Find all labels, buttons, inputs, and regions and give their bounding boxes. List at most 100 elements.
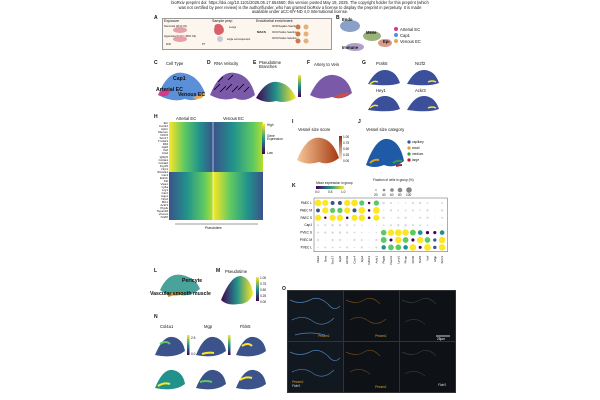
panel-b-label: B	[336, 15, 340, 21]
panel-b-mese: Mese	[366, 30, 377, 35]
dotplot-dot	[361, 224, 363, 226]
heatmap-gene-label: Ctsd	[161, 151, 168, 156]
panel-b-immune: Immune	[342, 45, 359, 50]
highlight	[427, 80, 437, 83]
dotplot-dot	[404, 209, 407, 212]
dotplot-dot	[411, 209, 414, 212]
dotplot-dot	[397, 209, 400, 212]
dotplot-dot	[404, 224, 407, 227]
vessel-network	[401, 349, 437, 377]
dotplot-dot	[339, 246, 341, 249]
dotplot-dot	[404, 216, 407, 219]
heatmap-gene-label: Ackr3	[160, 203, 168, 208]
dotplot-dot	[324, 224, 327, 227]
heatmap-gene-label: Tspan18	[156, 209, 168, 214]
panel-i-label: I	[292, 119, 294, 125]
panel-o-label: O	[282, 286, 286, 292]
highlight	[241, 343, 253, 347]
dotplot-dot	[353, 231, 356, 234]
velocity-cluster	[210, 72, 255, 100]
panel-i-tick-0: 1.00	[343, 135, 350, 139]
dotplot-dot	[411, 238, 415, 242]
dotplot-dot	[336, 214, 344, 221]
panel-h-label: H	[154, 114, 158, 120]
lung-icon	[214, 23, 224, 35]
heatmap-gene-label: Sox17	[159, 136, 168, 141]
heatmap-gene-label: Vwf	[162, 148, 168, 153]
panel-o-stain-4: Pecam1	[292, 380, 304, 384]
panel-d-title: RNA Velocity	[214, 61, 239, 66]
panel-o-stain-1: Pecam1	[318, 334, 330, 338]
dotplot-dot	[419, 224, 422, 227]
dotplot-dot	[433, 238, 437, 242]
dotplot-dot	[358, 214, 365, 221]
colorbar	[228, 335, 231, 355]
dotplot-dot	[395, 244, 402, 251]
dotplot-row-label: PAEC S	[301, 216, 312, 220]
dotplot-dot	[337, 207, 343, 214]
dotplot-dot	[367, 201, 371, 205]
dotplot-dot	[434, 209, 436, 211]
panel-o-stain-6: Pecam1	[375, 385, 387, 389]
dotplot-dot	[375, 224, 378, 226]
dotplot-dot	[426, 224, 429, 226]
venous-cluster	[192, 93, 205, 99]
dotplot-dot	[346, 246, 349, 249]
panel-o-scale: 25μm	[437, 337, 446, 341]
dotplot-col-label: Plvap	[404, 255, 408, 263]
cell-dot-icon	[303, 31, 309, 37]
dotplot-dot	[390, 217, 392, 219]
dotplot-dot	[338, 231, 342, 234]
heatmap-gene-label: Eln	[163, 121, 168, 125]
panel-j-medium: medium	[412, 152, 424, 156]
preprint-header: bioRxiv preprint doi: https://doi.org/10…	[146, 0, 454, 15]
panel-m-label: M	[216, 268, 221, 274]
arterial-cluster	[158, 89, 170, 97]
epi-cluster	[378, 39, 392, 47]
panel-n-mgp: Mgp	[204, 324, 213, 329]
panel-l-pericyte: Pericyte	[182, 278, 203, 284]
size-legend-dot	[406, 187, 412, 193]
header-line-3: available under aCC-BY-ND 4.0 Internatio…	[251, 9, 349, 15]
panel-k-label: K	[292, 183, 296, 189]
dotplot-dot	[382, 201, 385, 205]
dotplot-dot	[359, 200, 365, 206]
mouse-icon	[173, 36, 187, 42]
dotplot-dot	[368, 246, 370, 248]
dotplot-col-label: Smc1	[440, 255, 444, 263]
dotplot-dot	[352, 208, 357, 213]
dotplot-dot	[426, 216, 429, 219]
umap-mgp	[196, 336, 226, 357]
vessel-score-colorbar	[339, 136, 342, 160]
panel-j-small: small	[412, 146, 420, 150]
dotplot-col-label: Fbln5	[411, 255, 415, 263]
panel-f-title: Artery to Vein	[314, 62, 340, 67]
panel-a-macs: MACS	[257, 30, 266, 34]
dotplot-dot	[331, 231, 334, 234]
panel-a-normoxia: Normoxia (21% O2)	[164, 25, 187, 28]
heatmap-gene-label: Car2	[161, 191, 168, 196]
colorbar	[298, 75, 301, 97]
heatmap-gene-label: Kitl	[163, 178, 168, 183]
panel-d-label: D	[207, 60, 211, 66]
dotplot-dot	[375, 246, 378, 249]
immune-cluster	[346, 43, 364, 51]
branch-cluster	[256, 81, 296, 102]
dotplot-dot	[412, 217, 414, 219]
panel-m-tick-1: 0.75	[260, 282, 267, 286]
highlight	[427, 106, 437, 109]
panel-m-title: Pseudotime	[225, 269, 248, 274]
dotplot-dot	[381, 245, 386, 250]
dotplot-dot	[367, 216, 371, 220]
panel-c-venous: Venous EC	[178, 92, 206, 98]
umap-hey1	[368, 95, 400, 112]
dotplot-dot	[438, 244, 446, 251]
dotplot-dot	[402, 229, 409, 236]
panel-n-fbln5: Fbln5	[240, 324, 251, 329]
panel-a-suspension: single cell suspension	[227, 38, 251, 41]
dotplot-dot	[397, 202, 399, 204]
